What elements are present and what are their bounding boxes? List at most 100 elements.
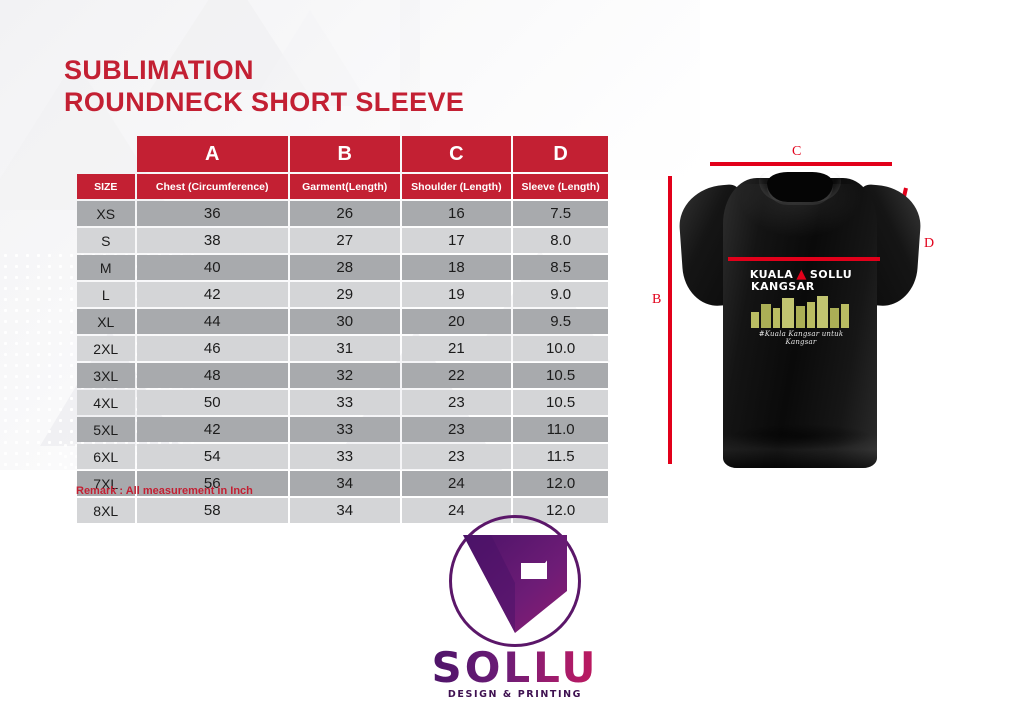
cell-chest: 40: [136, 255, 288, 280]
cell-chest: 38: [136, 228, 288, 253]
letter-header-b: B: [289, 136, 400, 172]
table-column-header-row: SIZE Chest (Circumference) Garment(Lengt…: [77, 174, 608, 199]
column-header-garment: Garment(Length): [289, 174, 400, 199]
size-table: A B C D SIZE Chest (Circumference) Garme…: [75, 134, 610, 525]
cell-chest: 48: [136, 363, 288, 388]
logo-monogram-icon: [463, 535, 567, 633]
cell-shoulder: 20: [401, 309, 512, 334]
table-row: S 38 27 17 8.0: [77, 228, 608, 253]
cell-chest: 44: [136, 309, 288, 334]
remark-text: Remark : All measurement in Inch: [76, 485, 253, 497]
cell-garment: 33: [289, 390, 400, 415]
cell-sleeve: 7.5: [513, 201, 608, 226]
column-header-size: SIZE: [77, 174, 135, 199]
cell-size: 7XL: [77, 471, 135, 496]
cell-chest: 42: [136, 417, 288, 442]
measure-label-d: D: [924, 236, 935, 251]
cell-chest: 42: [136, 282, 288, 307]
letter-header-c: C: [401, 136, 512, 172]
table-row: 5XL 42 33 23 11.0: [77, 417, 608, 442]
page-title: SUBLIMATION ROUNDNECK SHORT SLEEVE: [64, 54, 464, 118]
letter-header-d: D: [513, 136, 608, 172]
cell-shoulder: 19: [401, 282, 512, 307]
cell-shoulder: 24: [401, 471, 512, 496]
cell-size: S: [77, 228, 135, 253]
cell-chest: 58: [136, 498, 288, 523]
size-table-container: A B C D SIZE Chest (Circumference) Garme…: [75, 134, 610, 525]
cell-garment: 31: [289, 336, 400, 361]
print-script-tagline: #Kuala Kangsar untuk Kangsar: [758, 330, 844, 346]
cell-garment: 26: [289, 201, 400, 226]
cell-shoulder: 23: [401, 390, 512, 415]
logo-wordmark: SOLLU: [425, 643, 605, 692]
cell-shoulder: 23: [401, 444, 512, 469]
cell-sleeve: 12.0: [513, 471, 608, 496]
cell-garment: 34: [289, 498, 400, 523]
cell-shoulder: 17: [401, 228, 512, 253]
cell-shoulder: 22: [401, 363, 512, 388]
cell-size: L: [77, 282, 135, 307]
measure-line-b: [668, 176, 672, 464]
cell-sleeve: 8.0: [513, 228, 608, 253]
cell-sleeve: 10.0: [513, 336, 608, 361]
cell-size: 5XL: [77, 417, 135, 442]
print-logo-mark-icon: ▲: [796, 267, 807, 282]
cell-size: XS: [77, 201, 135, 226]
cell-shoulder: 18: [401, 255, 512, 280]
cell-sleeve: 9.0: [513, 282, 608, 307]
cell-garment: 33: [289, 444, 400, 469]
cell-garment: 29: [289, 282, 400, 307]
column-header-sleeve: Sleeve (Length): [513, 174, 608, 199]
cell-garment: 34: [289, 471, 400, 496]
table-letter-header-row: A B C D: [77, 136, 608, 172]
cell-size: M: [77, 255, 135, 280]
table-body: XS 36 26 16 7.5 S 38 27 17 8.0 M 40 28 18 8.5 L 42 29 19 9.…: [77, 201, 608, 523]
logo-tagline: DESIGN & PRINTING: [447, 689, 583, 700]
cell-size: 2XL: [77, 336, 135, 361]
table-row: XS 36 26 16 7.5: [77, 201, 608, 226]
cell-garment: 28: [289, 255, 400, 280]
measure-label-b: B: [652, 292, 662, 307]
shirt-hem-shadow: [729, 424, 871, 450]
column-header-shoulder: Shoulder (Length): [401, 174, 512, 199]
print-line-2: KANGSAR: [751, 280, 815, 293]
cell-sleeve: 8.5: [513, 255, 608, 280]
cell-sleeve: 11.5: [513, 444, 608, 469]
cell-size: 4XL: [77, 390, 135, 415]
table-row: XL 44 30 20 9.5: [77, 309, 608, 334]
letter-header-blank: [77, 136, 135, 172]
shirt-print-graphic: KUALA ▲ SOLLU KANGSAR #Kuala Kangsar unt…: [747, 268, 855, 350]
title-line-1: SUBLIMATION: [64, 55, 254, 85]
cell-shoulder: 16: [401, 201, 512, 226]
measure-line-c: [710, 162, 892, 166]
measure-label-c: C: [792, 144, 802, 159]
table-row: 3XL 48 32 22 10.5: [77, 363, 608, 388]
table-row: 7XL 56 34 24 12.0: [77, 471, 608, 496]
cell-chest: 54: [136, 444, 288, 469]
cell-size: 8XL: [77, 498, 135, 523]
print-word-sollu: SOLLU: [809, 268, 853, 281]
print-line-1: KUALA ▲ SOLLU: [747, 268, 855, 281]
table-row: 6XL 54 33 23 11.5: [77, 444, 608, 469]
cell-chest: 56: [136, 471, 288, 496]
cell-chest: 46: [136, 336, 288, 361]
cell-garment: 27: [289, 228, 400, 253]
letter-header-a: A: [136, 136, 288, 172]
cell-chest: 50: [136, 390, 288, 415]
cell-size: XL: [77, 309, 135, 334]
logo-circle-outline: [449, 515, 581, 647]
cell-shoulder: 21: [401, 336, 512, 361]
cell-sleeve: 9.5: [513, 309, 608, 334]
tshirt-illustration: KUALA ▲ SOLLU KANGSAR #Kuala Kangsar unt…: [676, 168, 924, 468]
print-word-kuala: KUALA: [749, 268, 794, 281]
table-row: L 42 29 19 9.0: [77, 282, 608, 307]
cell-garment: 30: [289, 309, 400, 334]
table-head: A B C D SIZE Chest (Circumference) Garme…: [77, 136, 608, 199]
cell-shoulder: 23: [401, 417, 512, 442]
cell-size: 3XL: [77, 363, 135, 388]
cell-chest: 36: [136, 201, 288, 226]
print-cityscape-icon: [747, 294, 855, 328]
cell-sleeve: 11.0: [513, 417, 608, 442]
measure-line-a: [728, 257, 880, 261]
